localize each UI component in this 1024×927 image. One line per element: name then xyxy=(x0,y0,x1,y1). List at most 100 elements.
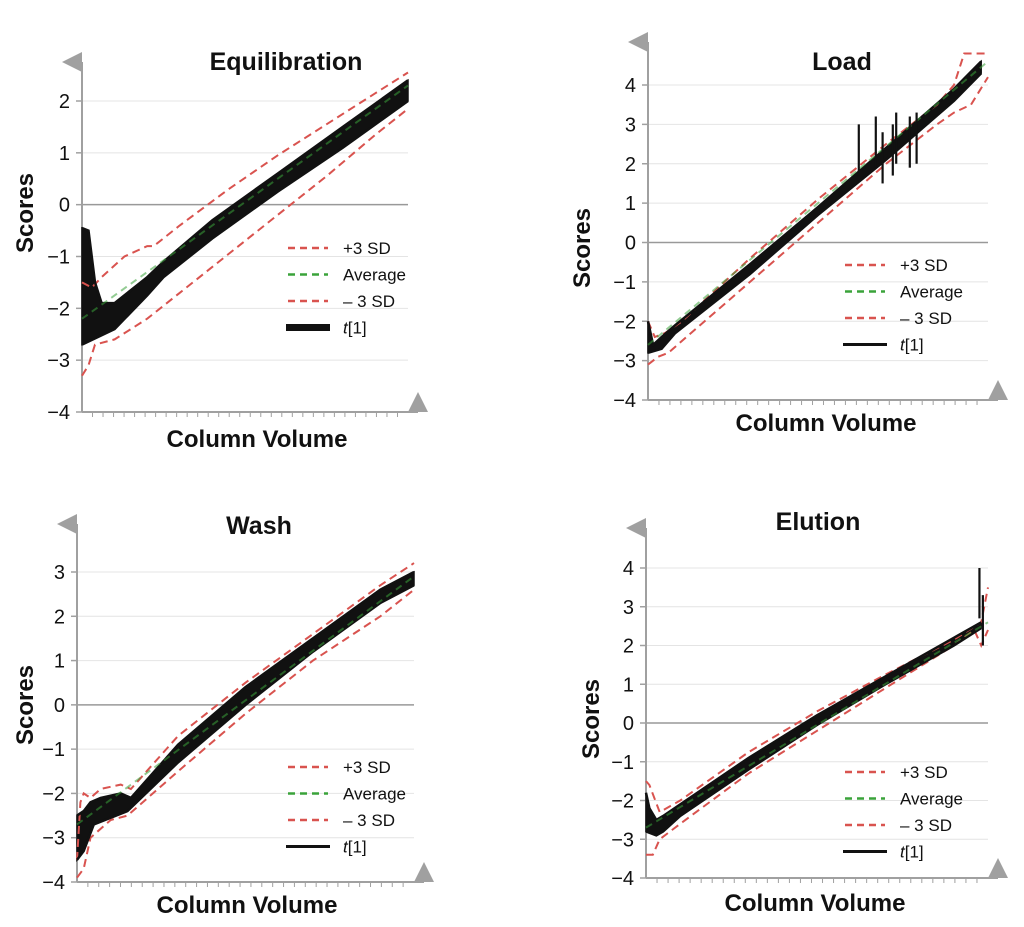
legend-item: – 3 SD xyxy=(288,811,395,830)
x-axis-label: Column Volume xyxy=(167,426,348,453)
chart-title: Elution xyxy=(776,508,861,536)
chart-title: Wash xyxy=(226,512,292,540)
legend-label: t[1] xyxy=(900,336,924,355)
legend-item: – 3 SD xyxy=(845,309,952,328)
legend-item: Average xyxy=(288,266,406,285)
legend-item: – 3 SD xyxy=(845,816,952,835)
legend-label: Average xyxy=(343,785,406,804)
series-t1-edge xyxy=(644,621,982,822)
legend-item: Average xyxy=(845,283,963,302)
legend-item: t[1] xyxy=(843,843,924,862)
x-axis-label: Column Volume xyxy=(736,410,917,437)
y-tick-label: 3 xyxy=(623,597,634,619)
legend-label-index: [1] xyxy=(905,336,924,355)
series-t1-edge xyxy=(81,79,409,305)
x-axis-label: Column Volume xyxy=(725,890,906,917)
y-tick-label: −4 xyxy=(42,872,65,894)
legend-item: Average xyxy=(288,785,406,804)
y-tick-label: −4 xyxy=(613,390,636,412)
y-tick-label: −3 xyxy=(611,829,634,851)
legend-label: Average xyxy=(343,266,406,285)
legend-label: t[1] xyxy=(900,843,924,862)
legend-label: +3 SD xyxy=(343,239,391,258)
y-tick-label: 3 xyxy=(54,562,65,584)
legend-item: t[1] xyxy=(843,336,924,355)
y-tick-label: −2 xyxy=(42,783,65,805)
y-tick-label: −4 xyxy=(611,868,634,890)
legend-item: t[1] xyxy=(286,838,367,857)
series-plus-3sd xyxy=(76,562,415,860)
legend-label-index: [1] xyxy=(348,319,367,338)
series-t1-edge xyxy=(76,570,415,817)
y-tick-label: −2 xyxy=(47,298,70,320)
series-plus-3sd xyxy=(647,52,988,339)
chart-panel-wash: 3 2 1 0 −1 −2 −3 −4 Wash Column Volume Scores +3 SD… xyxy=(12,512,434,919)
y-tick-label: −3 xyxy=(613,351,636,373)
series-minus-3sd xyxy=(81,108,409,377)
y-tick-label: −3 xyxy=(47,350,70,372)
chart-panel-load: 4 3 2 1 0 −1 −2 −3 −4 Load Column Volume Scores +3 S… xyxy=(569,32,1008,437)
series-t1-edge xyxy=(81,99,409,346)
series-t1-edge xyxy=(76,584,415,861)
y-tick-label: 1 xyxy=(623,674,634,696)
y-tick-label: 0 xyxy=(625,233,636,255)
y-axis-label: Scores xyxy=(569,208,596,288)
series-t1-edge xyxy=(646,60,983,348)
y-axis-label: Scores xyxy=(12,173,39,253)
series-plus-3sd xyxy=(81,71,409,289)
y-tick-label: 1 xyxy=(625,193,636,215)
y-axis-label: Scores xyxy=(578,679,605,759)
y-tick-label: 1 xyxy=(59,143,70,165)
legend-label: +3 SD xyxy=(343,758,391,777)
y-tick-label: −1 xyxy=(613,272,636,294)
y-tick-label: −1 xyxy=(47,247,70,269)
y-tick-label: −2 xyxy=(613,311,636,333)
legend-label: t[1] xyxy=(343,319,367,338)
legend-item: +3 SD xyxy=(288,239,391,258)
y-tick-label: 0 xyxy=(623,713,634,735)
series-t1-edge xyxy=(645,627,982,837)
y-tick-label: −4 xyxy=(47,402,70,424)
y-tick-label: 0 xyxy=(59,195,70,217)
series-average xyxy=(647,60,989,346)
legend-label-index: [1] xyxy=(905,843,924,862)
y-tick-label: −1 xyxy=(42,739,65,761)
y-axis-label: Scores xyxy=(12,665,39,745)
chart-title: Equilibration xyxy=(210,48,363,76)
y-tick-label: 2 xyxy=(54,606,65,628)
y-tick-label: 2 xyxy=(623,636,634,658)
series-minus-3sd xyxy=(76,588,415,879)
legend-label-var: t xyxy=(900,843,906,862)
legend-label: t[1] xyxy=(343,838,367,857)
y-tick-label: 2 xyxy=(59,91,70,113)
y-tick-label: 2 xyxy=(625,154,636,176)
series-minus-3sd xyxy=(647,76,989,366)
y-tick-label: 0 xyxy=(54,695,65,717)
y-tick-label: 4 xyxy=(625,75,636,97)
legend-item: +3 SD xyxy=(845,256,948,275)
series-minus-3sd xyxy=(646,628,989,856)
legend-item: Average xyxy=(845,790,963,809)
x-axis-label: Column Volume xyxy=(157,892,338,919)
y-tick-label: 3 xyxy=(625,114,636,136)
y-tick-label: 4 xyxy=(623,558,634,580)
chart-panel-elution: 4 3 2 1 0 −1 −2 −3 −4 Elution Column Volume Scores +… xyxy=(578,508,1008,917)
legend-label: – 3 SD xyxy=(343,811,395,830)
legend-label-var: t xyxy=(900,336,906,355)
chart-title: Load xyxy=(812,48,872,76)
legend-label: Average xyxy=(900,790,963,809)
legend-label-var: t xyxy=(343,838,349,857)
series-t1-edge xyxy=(647,72,983,354)
legend-item: +3 SD xyxy=(288,758,391,777)
legend-label: – 3 SD xyxy=(900,309,952,328)
legend-label: +3 SD xyxy=(900,256,948,275)
legend-label: Average xyxy=(900,283,963,302)
legend-item: t[1] xyxy=(286,319,367,338)
chart-panel-equilibration: 2 1 0 −1 −2 −3 −4 Equilibration Column Volume Sco… xyxy=(12,48,428,453)
y-tick-label: −2 xyxy=(611,791,634,813)
series-average xyxy=(76,575,415,826)
series-average xyxy=(645,621,989,829)
legend-label: +3 SD xyxy=(900,763,948,782)
y-tick-label: −3 xyxy=(42,828,65,850)
